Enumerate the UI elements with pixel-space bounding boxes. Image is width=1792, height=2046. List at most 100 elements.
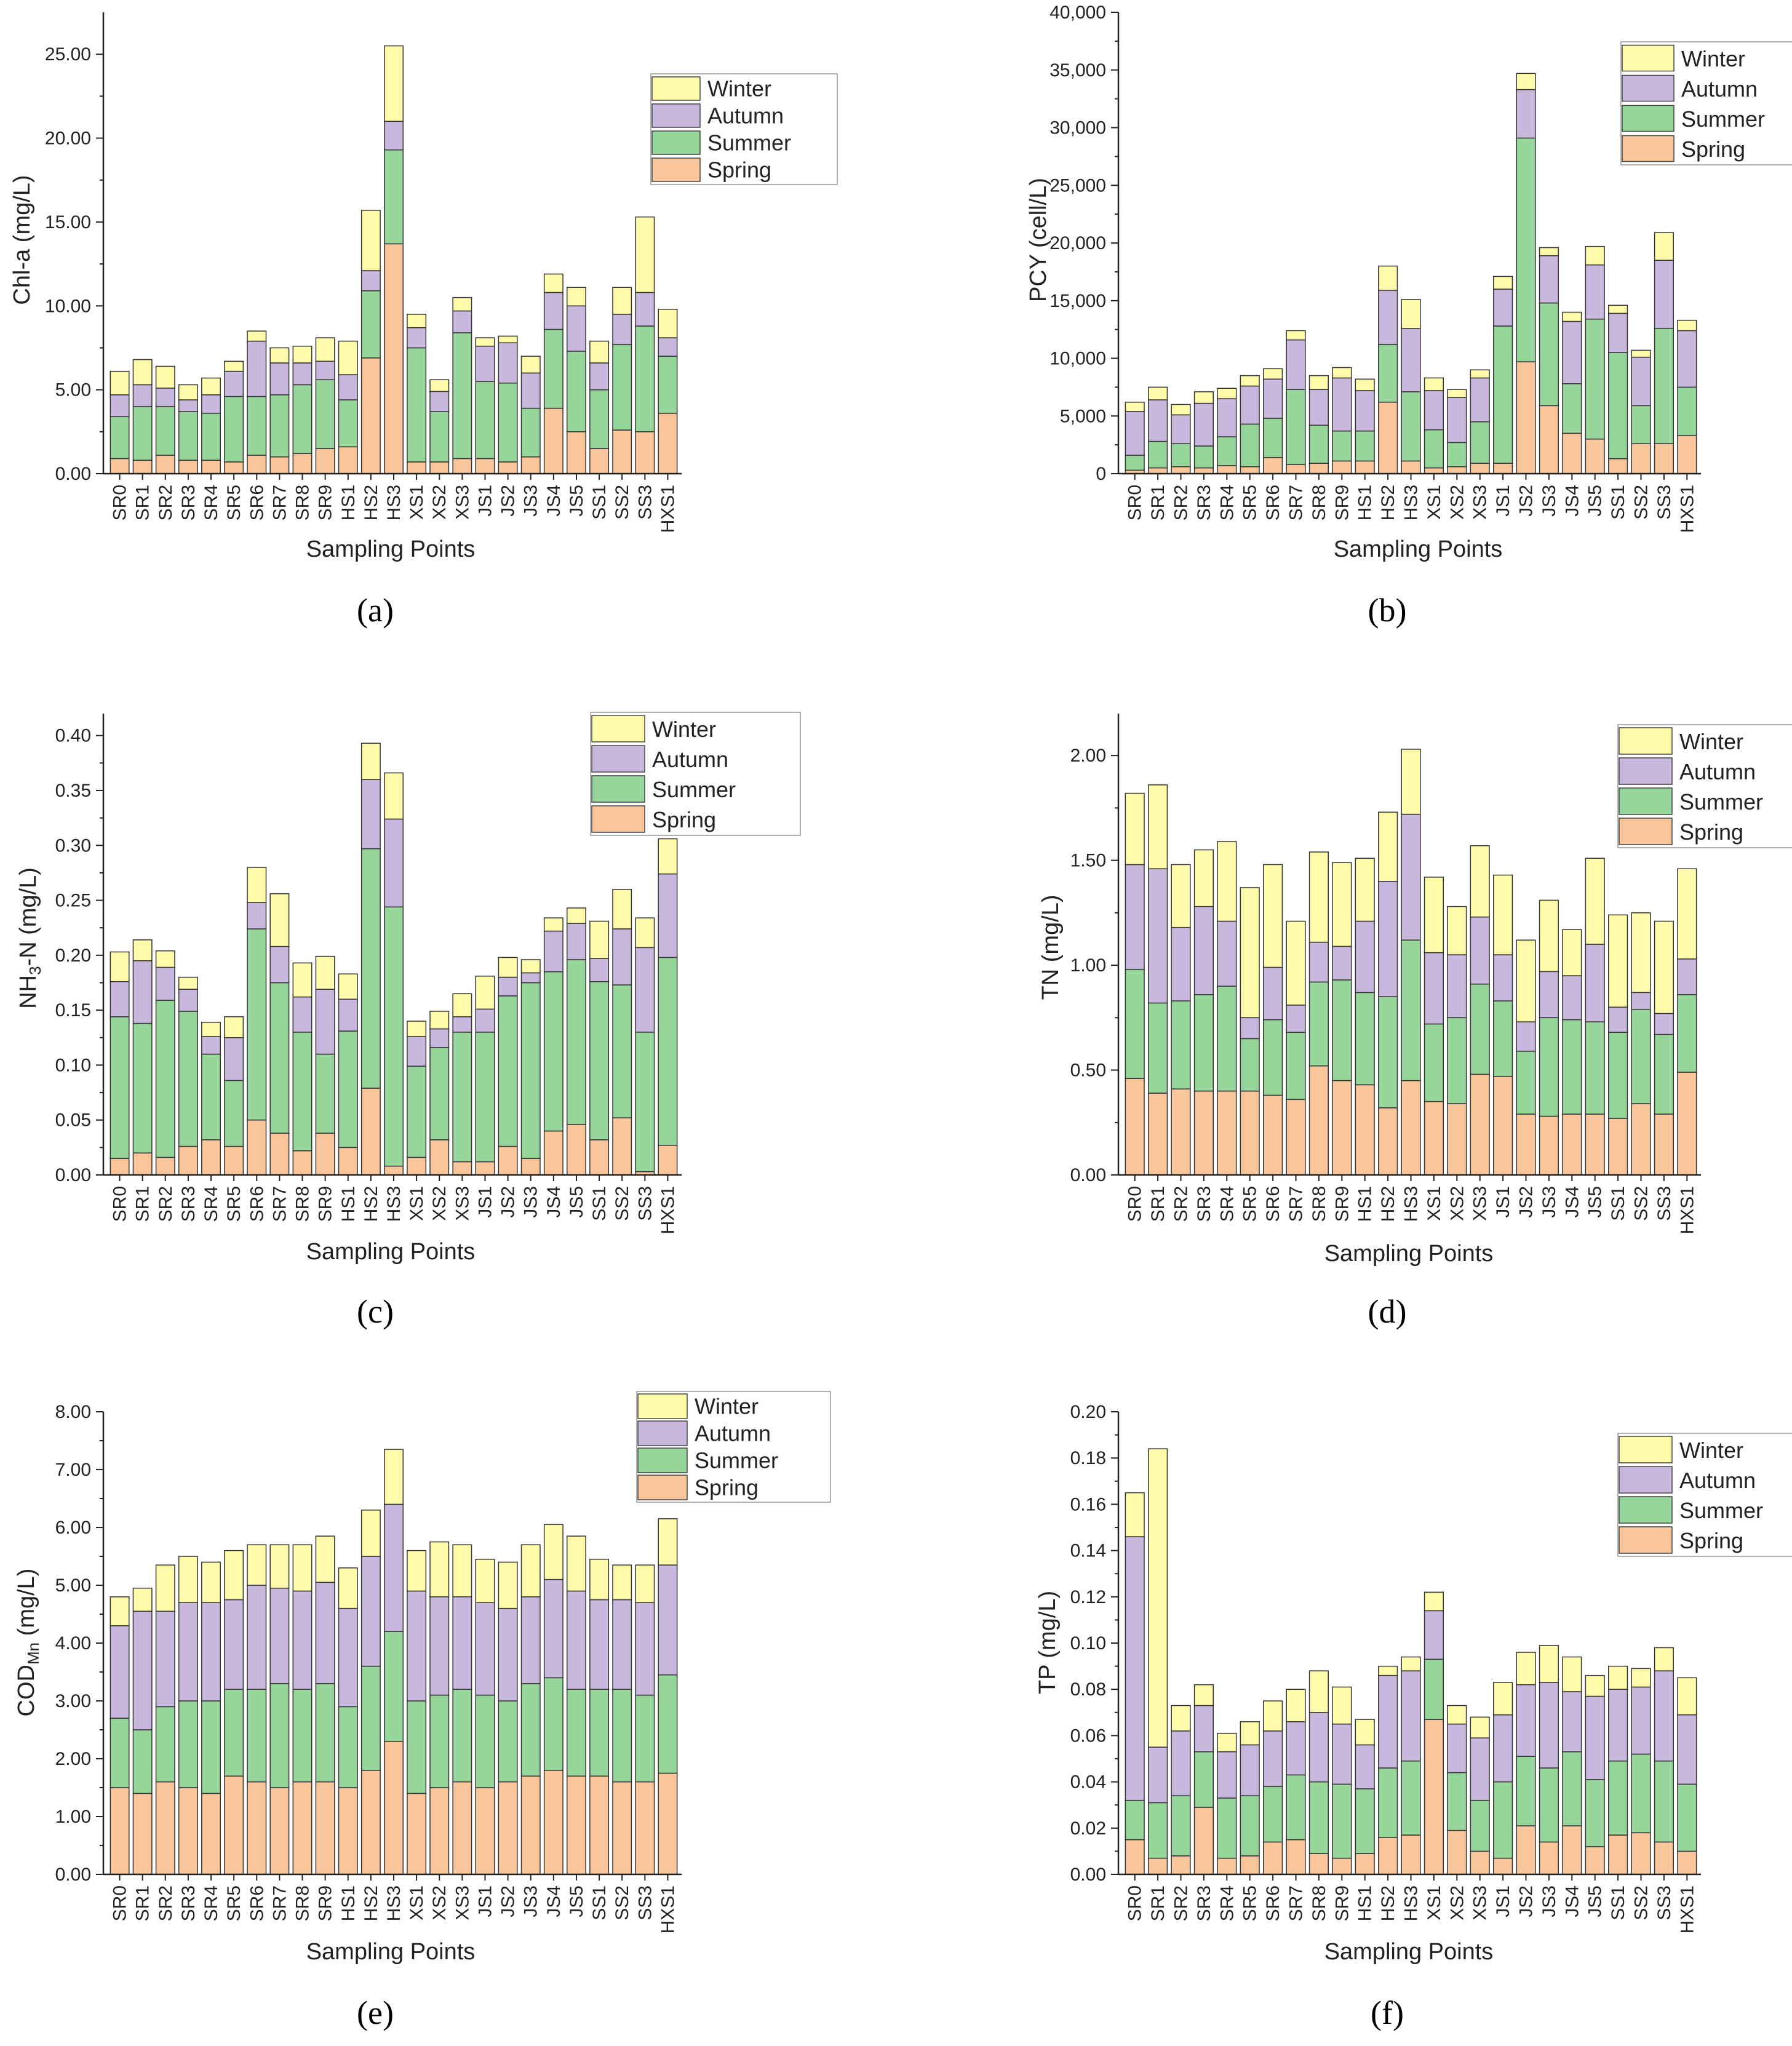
chart-e-bar-autumn-sr6	[247, 1585, 267, 1690]
chart-a-xtick-label: HXS1	[658, 485, 678, 533]
chart-e-bar-winter-hs2	[360, 1510, 381, 1557]
chart-d-bar-summer-hs2	[1378, 996, 1398, 1109]
chart-f-bar-spring-xs2	[1447, 1829, 1467, 1875]
chart-c-ytick-label: 0.15	[55, 1000, 91, 1021]
chart-b-ytick-label: 10,000	[1049, 349, 1106, 369]
chart-c-bar-spring-js1	[475, 1161, 495, 1176]
chart-b-bar-winter-xs1	[1424, 377, 1444, 391]
chart-e-bar-summer-hxs1	[658, 1674, 678, 1774]
chart-c-bar-winter-js1	[475, 976, 495, 1010]
chart-a-bar-summer-sr3	[178, 411, 198, 461]
chart-e-bar-winter-js4	[543, 1524, 563, 1580]
chart-c-bar-winter-hs2	[360, 742, 381, 780]
chart-d-bar-spring-hxs1	[1677, 1072, 1697, 1176]
chart-c-bar-winter-xs3	[452, 993, 472, 1017]
chart-f-bar-spring-sr9	[1332, 1857, 1352, 1875]
chart-e-bar-spring-js3	[520, 1775, 541, 1875]
chart-e-bar-summer-hs3	[384, 1631, 404, 1742]
chart-b-bar-autumn-ss2	[1631, 356, 1651, 407]
chart-f-bar-spring-js2	[1516, 1825, 1536, 1875]
chart-b-bar-winter-sr9	[1332, 367, 1352, 379]
chart-b-legend-swatch-winter	[1622, 44, 1675, 72]
chart-e-bar-spring-xs2	[429, 1787, 450, 1875]
chart-a-bar-summer-hs1	[338, 399, 358, 448]
chart-a-bar-autumn-sr1	[132, 384, 153, 407]
chart-a-bar-autumn-ss1	[589, 362, 610, 391]
chart-a-bar-spring-sr2	[155, 455, 175, 474]
chart-a-bar-winter-js3	[520, 356, 541, 374]
chart-a-bar-summer-js5	[566, 351, 586, 432]
chart-e-bar-autumn-js2	[498, 1607, 518, 1702]
chart-b-bar-summer-ss1	[1608, 352, 1628, 460]
chart-f-bar-winter-sr1	[1148, 1448, 1168, 1748]
chart-e-xtick-label: SR7	[269, 1885, 290, 1921]
chart-b-ytick-label: 40,000	[1049, 2, 1106, 23]
chart-a-legend-swatch-winter	[651, 76, 701, 101]
chart-c-ytick-label: 0.40	[55, 726, 91, 746]
chart-b-bar-autumn-js2	[1516, 89, 1536, 139]
chart-a-bar-autumn-js2	[498, 342, 518, 384]
chart-f-bar-winter-hs1	[1355, 1719, 1375, 1746]
chart-e-xtick-label: JS4	[544, 1885, 564, 1917]
chart-f-bar-summer-sr7	[1286, 1774, 1306, 1841]
chart-e-bar-spring-ss3	[635, 1781, 655, 1875]
chart-c-bar-spring-xs3	[452, 1161, 472, 1176]
chart-d-xtick-label: XS1	[1424, 1186, 1444, 1221]
chart-b-xtick-label: SR8	[1309, 485, 1329, 520]
chart-a-bar-autumn-sr6	[247, 340, 267, 397]
chart-d-bar-summer-ss1	[1608, 1032, 1628, 1119]
chart-d-ytick-label: 1.50	[1070, 851, 1106, 871]
chart-e-bar-spring-sr5	[224, 1775, 244, 1875]
chart-f-bar-spring-hs3	[1401, 1834, 1421, 1875]
chart-c-xtick-label: XS1	[407, 1186, 427, 1221]
chart-d-bar-summer-sr4	[1217, 985, 1237, 1092]
chart-c-bar-autumn-js1	[475, 1008, 495, 1033]
chart-f-bar-winter-js1	[1493, 1682, 1513, 1716]
chart-c-bar-spring-sr0	[110, 1158, 130, 1176]
chart-d-xtick-label: SR7	[1286, 1186, 1307, 1222]
chart-c-bar-autumn-sr0	[110, 981, 130, 1017]
chart-d-bar-summer-js3	[1539, 1017, 1559, 1117]
chart-a-bar-spring-sr6	[247, 455, 267, 474]
chart-e-bar-winter-hs3	[384, 1449, 404, 1505]
chart-f-xtick-label: HXS1	[1677, 1885, 1697, 1933]
chart-d-xtick-label: SS2	[1631, 1186, 1652, 1221]
chart-f-bar-winter-sr4	[1217, 1732, 1237, 1753]
chart-c-bar-autumn-xs2	[429, 1028, 450, 1048]
chart-d-bar-winter-hs2	[1378, 811, 1398, 882]
chart-a-bar-winter-xs2	[429, 379, 450, 392]
chart-f-bar-winter-sr3	[1193, 1684, 1214, 1706]
chart-c-bar-winter-sr0	[110, 951, 130, 982]
chart-e-ytick-label: 4.00	[55, 1633, 91, 1654]
chart-e-bar-winter-sr0	[110, 1596, 130, 1626]
chart-e-bar-autumn-ss3	[635, 1602, 655, 1696]
chart-c-xtick-label: SR4	[201, 1186, 221, 1222]
chart-a-legend-label-winter: Winter	[707, 76, 771, 102]
chart-a-bar-spring-hs1	[338, 446, 358, 474]
chart-c-bar-autumn-sr4	[201, 1036, 221, 1055]
chart-c-bar-winter-js5	[566, 907, 586, 924]
chart-e-bar-winter-sr4	[201, 1561, 221, 1603]
chart-c-bar-winter-hs3	[384, 772, 404, 820]
chart-c-bar-spring-sr6	[247, 1119, 267, 1176]
chart-c-bar-summer-sr7	[269, 982, 290, 1134]
chart-d-bar-winter-hxs1	[1677, 868, 1697, 960]
chart-a-bar-summer-sr4	[201, 413, 221, 461]
chart-c-bar-autumn-ss3	[635, 947, 655, 1033]
chart-b-bar-summer-sr4	[1217, 436, 1237, 466]
chart-d-bar-spring-xs1	[1424, 1101, 1444, 1176]
chart-f-bar-summer-js1	[1493, 1781, 1513, 1859]
chart-f-bar-autumn-js5	[1585, 1695, 1605, 1780]
chart-c-bar-winter-sr3	[178, 976, 198, 990]
chart-e-bar-summer-xs3	[452, 1689, 472, 1783]
chart-d-bar-summer-sr2	[1171, 1000, 1191, 1089]
chart-c-bar-autumn-sr3	[178, 989, 198, 1012]
chart-a-bar-summer-sr7	[269, 394, 290, 458]
chart-a-xtick-label: XS3	[452, 485, 472, 520]
chart-a-bar-winter-xs3	[452, 297, 472, 312]
chart-f-bar-summer-js5	[1585, 1779, 1605, 1847]
chart-f-ytick-label: 0.16	[1070, 1494, 1106, 1515]
chart-c-bar-spring-sr2	[155, 1156, 175, 1176]
chart-c-xtick-label: HS1	[338, 1186, 359, 1222]
chart-d-xtick-label: SR9	[1332, 1186, 1352, 1222]
